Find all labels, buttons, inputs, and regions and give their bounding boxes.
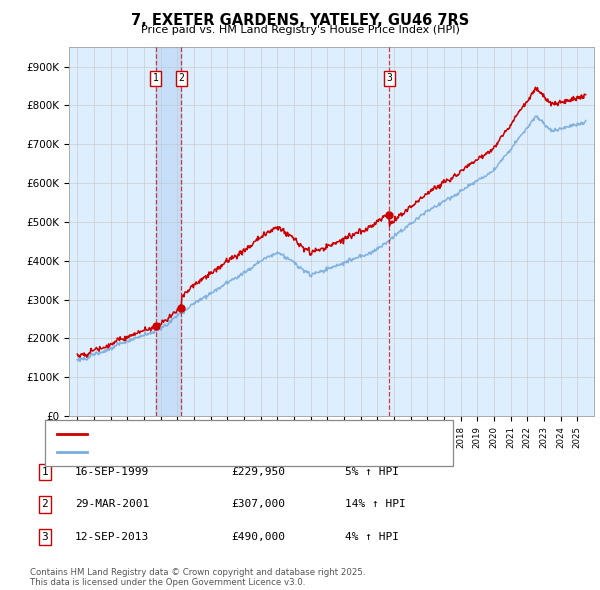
Text: 2: 2	[178, 73, 184, 83]
Bar	[156, 47, 181, 416]
Text: 1: 1	[153, 73, 159, 83]
Text: 7, EXETER GARDENS, YATELEY, GU46 7RS: 7, EXETER GARDENS, YATELEY, GU46 7RS	[131, 13, 469, 28]
Text: £490,000: £490,000	[231, 532, 285, 542]
Text: 3: 3	[386, 73, 392, 83]
Text: £229,950: £229,950	[231, 467, 285, 477]
Text: £307,000: £307,000	[231, 500, 285, 509]
Text: 1: 1	[41, 467, 49, 477]
Text: 5% ↑ HPI: 5% ↑ HPI	[345, 467, 399, 477]
Text: HPI: Average price, detached house, Hart: HPI: Average price, detached house, Hart	[93, 447, 299, 457]
Text: 29-MAR-2001: 29-MAR-2001	[75, 500, 149, 509]
Text: 2: 2	[41, 500, 49, 509]
Text: 3: 3	[41, 532, 49, 542]
Text: 16-SEP-1999: 16-SEP-1999	[75, 467, 149, 477]
Text: 4% ↑ HPI: 4% ↑ HPI	[345, 532, 399, 542]
Text: 12-SEP-2013: 12-SEP-2013	[75, 532, 149, 542]
Text: Price paid vs. HM Land Registry's House Price Index (HPI): Price paid vs. HM Land Registry's House …	[140, 25, 460, 35]
Text: 14% ↑ HPI: 14% ↑ HPI	[345, 500, 406, 509]
Text: Contains HM Land Registry data © Crown copyright and database right 2025.
This d: Contains HM Land Registry data © Crown c…	[30, 568, 365, 587]
Text: 7, EXETER GARDENS, YATELEY, GU46 7RS (detached house): 7, EXETER GARDENS, YATELEY, GU46 7RS (de…	[93, 430, 392, 440]
